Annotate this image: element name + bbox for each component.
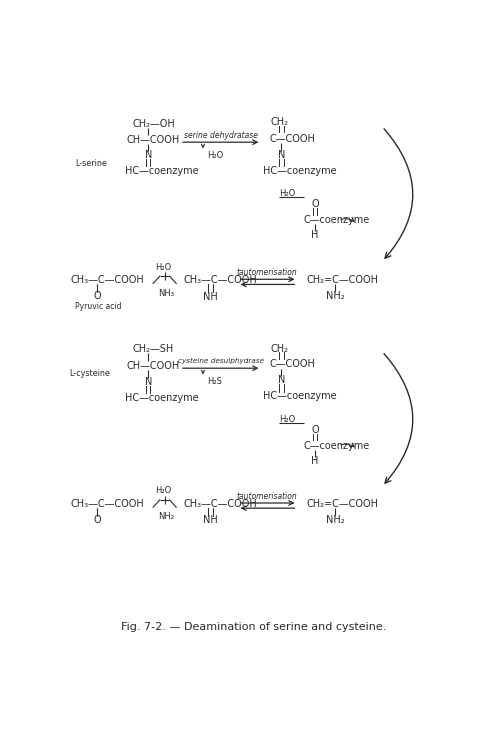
Text: NH₃: NH₃ bbox=[158, 288, 175, 297]
Text: tautomerisation: tautomerisation bbox=[237, 492, 297, 501]
Text: NH₂: NH₂ bbox=[326, 516, 345, 525]
Text: NH: NH bbox=[203, 516, 218, 525]
Text: H₂O: H₂O bbox=[279, 189, 296, 198]
Text: CH₂—SH: CH₂—SH bbox=[133, 343, 174, 354]
Text: NH₂: NH₂ bbox=[326, 291, 345, 302]
Text: H: H bbox=[311, 230, 319, 240]
Text: L-serine: L-serine bbox=[75, 159, 107, 168]
Text: serine dehydratase: serine dehydratase bbox=[184, 131, 258, 140]
Text: Pyruvic acid: Pyruvic acid bbox=[75, 302, 122, 311]
Text: L-cysteine: L-cysteine bbox=[69, 369, 110, 378]
Text: O: O bbox=[311, 425, 319, 434]
Text: CH₃—C—COOH: CH₃—C—COOH bbox=[184, 498, 257, 509]
Text: H: H bbox=[311, 455, 319, 466]
Text: N: N bbox=[145, 377, 152, 387]
Text: HC—coenzyme: HC—coenzyme bbox=[125, 393, 199, 403]
Text: CH₃—C—COOH: CH₃—C—COOH bbox=[70, 275, 144, 285]
Text: HC—coenzyme: HC—coenzyme bbox=[262, 166, 336, 176]
Text: CH—COOH: CH—COOH bbox=[126, 361, 180, 371]
Text: C—COOH: C—COOH bbox=[270, 359, 316, 370]
Text: N: N bbox=[278, 375, 285, 385]
Text: CH₂—OH: CH₂—OH bbox=[133, 118, 176, 129]
Text: CH₃—C—COOH: CH₃—C—COOH bbox=[184, 275, 257, 285]
Text: C—coenzyme: C—coenzyme bbox=[304, 440, 370, 451]
Text: H₂O: H₂O bbox=[279, 415, 296, 424]
Text: N: N bbox=[278, 150, 285, 159]
Text: cysteine desulphydrase: cysteine desulphydrase bbox=[178, 358, 264, 364]
Text: C—COOH: C—COOH bbox=[270, 134, 316, 144]
Text: H₂O: H₂O bbox=[155, 263, 171, 272]
Text: H₂O: H₂O bbox=[155, 486, 171, 495]
Text: H₂O: H₂O bbox=[207, 151, 223, 160]
Text: CH₃—C—COOH: CH₃—C—COOH bbox=[70, 498, 144, 509]
Text: O: O bbox=[94, 291, 101, 302]
Text: HC—coenzyme: HC—coenzyme bbox=[125, 166, 199, 176]
Text: O: O bbox=[311, 199, 319, 209]
Text: NH: NH bbox=[203, 292, 218, 302]
Text: tautomerisation: tautomerisation bbox=[237, 268, 297, 277]
Text: CH₂: CH₂ bbox=[271, 343, 289, 354]
Text: N: N bbox=[145, 150, 152, 160]
Text: CH₂=C—COOH: CH₂=C—COOH bbox=[306, 498, 378, 509]
Text: Fig. 7-2. — Deamination of serine and cysteine.: Fig. 7-2. — Deamination of serine and cy… bbox=[121, 623, 387, 633]
Text: CH₂=C—COOH: CH₂=C—COOH bbox=[306, 275, 378, 285]
Text: C—coenzyme: C—coenzyme bbox=[304, 215, 370, 225]
Text: CH₂: CH₂ bbox=[271, 117, 289, 127]
Text: CH—COOH: CH—COOH bbox=[126, 135, 180, 145]
Text: NH₂: NH₂ bbox=[158, 513, 175, 522]
Text: HC—coenzyme: HC—coenzyme bbox=[262, 391, 336, 402]
Text: H₂S: H₂S bbox=[207, 377, 222, 386]
Text: O: O bbox=[94, 516, 101, 525]
